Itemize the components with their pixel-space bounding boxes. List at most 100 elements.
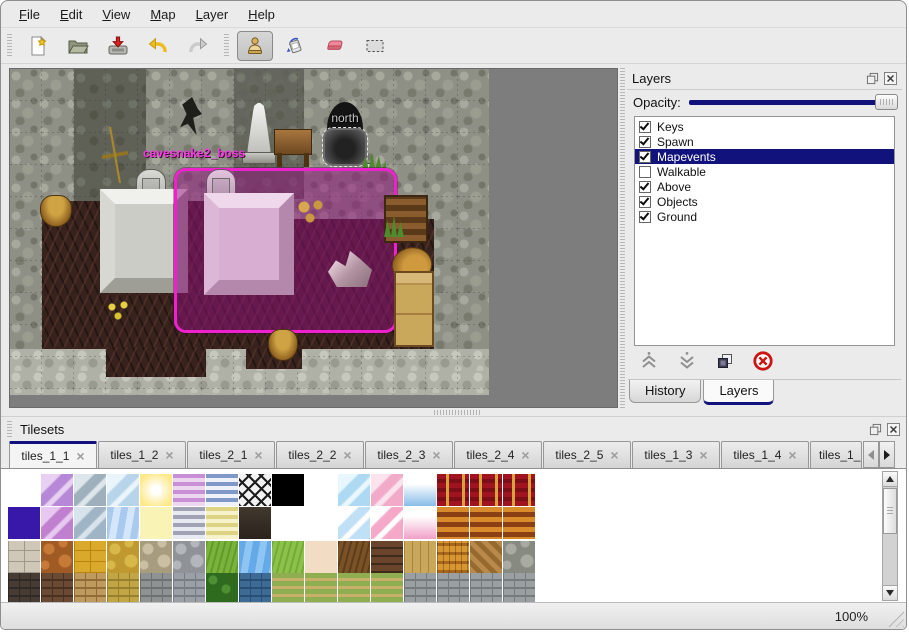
menu-view[interactable]: View: [102, 6, 131, 22]
raise-layer-button[interactable]: [638, 352, 660, 375]
tileset-tile[interactable]: [140, 474, 172, 506]
new-file-button[interactable]: [20, 31, 56, 61]
tileset-tile[interactable]: [41, 507, 73, 539]
tileset-tile[interactable]: [338, 573, 370, 602]
menu-map[interactable]: Map: [150, 6, 176, 22]
tilesets-close-panel-button[interactable]: [886, 422, 900, 436]
layer-row-above[interactable]: Above: [635, 179, 894, 194]
tileset-tab-tiles_2_2[interactable]: tiles_2_2 ×: [276, 441, 364, 468]
layer-visibility-checkbox[interactable]: [639, 165, 651, 178]
tileset-tab-tiles_1_4[interactable]: tiles_1_4 ×: [721, 441, 809, 468]
tileset-tile[interactable]: [404, 573, 436, 602]
tileset-tile[interactable]: [503, 541, 535, 573]
tilesets-float-panel-button[interactable]: [868, 422, 882, 436]
tileset-tab-tiles_1_3[interactable]: tiles_1_3 ×: [632, 441, 720, 468]
menu-file[interactable]: File: [19, 6, 40, 22]
tileset-tab-tiles_2_5[interactable]: tiles_2_5 ×: [543, 441, 631, 468]
tilesets-drag-handle[interactable]: [7, 421, 12, 437]
tileset-tile[interactable]: [404, 541, 436, 573]
tab-scroll-left-button[interactable]: [863, 441, 879, 468]
tileset-tile[interactable]: [74, 474, 106, 506]
tileset-tile[interactable]: [305, 507, 337, 539]
tileset-tile[interactable]: [305, 474, 337, 506]
menu-layer[interactable]: Layer: [195, 6, 229, 22]
tileset-tile[interactable]: [371, 507, 403, 539]
tileset-tile[interactable]: [206, 474, 238, 506]
tileset-tile[interactable]: [140, 507, 172, 539]
duplicate-layer-button[interactable]: [714, 353, 736, 375]
tileset-tile[interactable]: [41, 474, 73, 506]
tileset-tile[interactable]: [206, 573, 238, 602]
close-tab-icon[interactable]: ×: [432, 447, 441, 463]
tileset-tile[interactable]: [239, 573, 271, 602]
tileset-tile[interactable]: [470, 573, 502, 602]
tileset-tile[interactable]: [503, 507, 535, 539]
eraser-button[interactable]: [317, 31, 353, 61]
tileset-tile[interactable]: [239, 541, 271, 573]
tileset-tile[interactable]: [503, 474, 535, 506]
layer-visibility-checkbox[interactable]: [639, 119, 651, 133]
close-tab-icon[interactable]: ×: [521, 447, 530, 463]
tileset-scrollbar[interactable]: [882, 471, 898, 601]
scroll-up-button[interactable]: [883, 472, 897, 487]
tileset-tile[interactable]: [305, 573, 337, 602]
layers-close-panel-button[interactable]: [883, 72, 897, 86]
tileset-tile[interactable]: [173, 573, 205, 602]
layer-visibility-checkbox[interactable]: [639, 149, 651, 163]
tileset-tile[interactable]: [140, 573, 172, 602]
dock-splitter-handle[interactable]: [620, 68, 625, 408]
scroll-down-button[interactable]: [883, 585, 897, 600]
tileset-tile[interactable]: [272, 474, 304, 506]
tileset-tile[interactable]: [107, 573, 139, 602]
stamp-tool-button[interactable]: [237, 31, 273, 61]
tileset-tile[interactable]: [74, 573, 106, 602]
layer-visibility-checkbox[interactable]: [639, 134, 651, 148]
close-tab-icon[interactable]: ×: [76, 448, 85, 464]
toolbar-drag-handle[interactable]: [224, 34, 229, 58]
opacity-slider[interactable]: [688, 94, 898, 110]
layer-visibility-checkbox[interactable]: [639, 179, 651, 193]
layers-float-panel-button[interactable]: [865, 72, 879, 86]
lower-layer-button[interactable]: [676, 352, 698, 375]
tileset-tile[interactable]: [272, 573, 304, 602]
open-folder-button[interactable]: [60, 31, 96, 61]
tileset-tile[interactable]: [437, 573, 469, 602]
opacity-slider-handle[interactable]: [875, 94, 898, 110]
undo-button[interactable]: [140, 31, 176, 61]
tileset-tile[interactable]: [140, 541, 172, 573]
tileset-tile[interactable]: [338, 541, 370, 573]
tileset-tab-tiles_1_[interactable]: tiles_1_: [810, 441, 862, 468]
tileset-tile[interactable]: [8, 541, 40, 573]
tileset-tile[interactable]: [272, 541, 304, 573]
toolbar-drag-handle[interactable]: [7, 34, 12, 58]
tileset-tile[interactable]: [41, 573, 73, 602]
close-tab-icon[interactable]: ×: [699, 447, 708, 463]
fill-bucket-button[interactable]: [277, 31, 313, 61]
tileset-tile[interactable]: [338, 507, 370, 539]
tileset-tile[interactable]: [404, 474, 436, 506]
tileset-tab-tiles_1_2[interactable]: tiles_1_2 ×: [98, 441, 186, 468]
tileset-tile[interactable]: [173, 507, 205, 539]
tileset-tile[interactable]: [41, 541, 73, 573]
tileset-tile[interactable]: [107, 474, 139, 506]
tileset-tile[interactable]: [437, 507, 469, 539]
tileset-tile[interactable]: [8, 507, 40, 539]
tileset-tile[interactable]: [371, 573, 403, 602]
tileset-tile[interactable]: [437, 541, 469, 573]
opacity-slider-groove[interactable]: [688, 100, 896, 105]
layer-row-spawn[interactable]: Spawn: [635, 134, 894, 149]
tileset-tile[interactable]: [173, 541, 205, 573]
layer-visibility-checkbox[interactable]: [639, 194, 651, 208]
tileset-tile[interactable]: [470, 474, 502, 506]
tileset-tile[interactable]: [305, 541, 337, 573]
tileset-tile[interactable]: [437, 474, 469, 506]
dock-tab-layers[interactable]: Layers: [703, 380, 775, 405]
tileset-tile[interactable]: [8, 474, 40, 506]
layer-row-keys[interactable]: Keys: [635, 119, 894, 134]
save-button[interactable]: [100, 31, 136, 61]
tileset-tile[interactable]: [107, 541, 139, 573]
delete-layer-button[interactable]: [752, 351, 774, 375]
tileset-tile[interactable]: [206, 507, 238, 539]
north-gate-event[interactable]: [320, 102, 372, 171]
menu-help[interactable]: Help: [248, 6, 275, 22]
